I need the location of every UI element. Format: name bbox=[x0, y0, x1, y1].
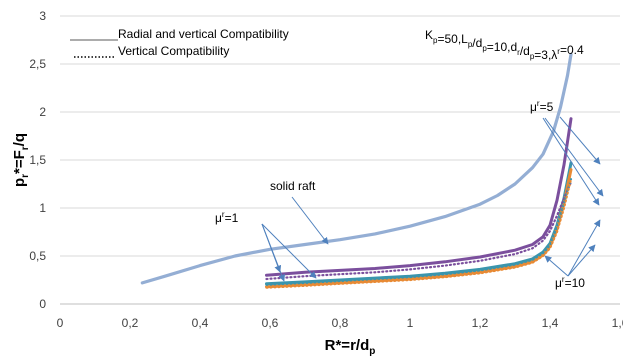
mu10-base: μ bbox=[555, 276, 562, 290]
param-script-1: p bbox=[468, 40, 473, 49]
param-script-2: p bbox=[482, 44, 487, 53]
param-part-5: =3,λ bbox=[534, 48, 557, 62]
y-axis-label-mid: *=F bbox=[11, 150, 28, 174]
mu5-sup: r bbox=[537, 99, 540, 108]
arrow-mu10-c bbox=[567, 244, 596, 277]
y-axis-label-sub1: r bbox=[20, 174, 31, 178]
y-axis-label-sub2: r bbox=[20, 146, 31, 150]
mu10-sup: r bbox=[562, 275, 565, 284]
series-line-1-solid bbox=[265, 117, 573, 277]
y-tick-label: 0 bbox=[39, 297, 46, 311]
y-tick-label: 2 bbox=[39, 105, 46, 119]
param-script-0: p bbox=[433, 36, 438, 45]
series-lines bbox=[140, 52, 573, 289]
mu1-base: μ bbox=[215, 211, 222, 225]
annotations: solid raft μr=1 μr=5 μr=10 bbox=[215, 99, 604, 290]
x-axis-label-sub: p bbox=[369, 346, 375, 357]
mu5-tail: =5 bbox=[540, 100, 554, 114]
annotation-mu5: μr=5 bbox=[530, 99, 554, 114]
arrow-mu1-c bbox=[261, 223, 285, 282]
param-script-3: r bbox=[517, 48, 520, 57]
y-tick-label: 1 bbox=[39, 201, 46, 215]
annotation-mu1: μr=1 bbox=[215, 210, 239, 225]
y-axis-label: pr*=Fr/q bbox=[11, 133, 31, 187]
arrow-mu5-a bbox=[559, 116, 601, 165]
x-tick-label: 0,2 bbox=[122, 316, 139, 330]
legend-label-solid: Radial and vertical Compatibility bbox=[118, 27, 289, 41]
gridlines bbox=[60, 15, 620, 257]
mu5-base: μ bbox=[530, 100, 537, 114]
y-tick-label: 0,5 bbox=[29, 249, 46, 263]
param-part-4: /d bbox=[520, 44, 530, 58]
mu1-sup: r bbox=[222, 210, 225, 219]
legend-label-dotted: Vertical Compatibility bbox=[118, 44, 229, 58]
x-tick-label: 0,8 bbox=[332, 316, 349, 330]
x-tick-label: 1,2 bbox=[472, 316, 489, 330]
x-tick-label: 0 bbox=[57, 316, 64, 330]
y-tick-label: 1,5 bbox=[29, 153, 46, 167]
y-tick-label: 2,5 bbox=[29, 57, 46, 71]
x-tick-label: 0,4 bbox=[192, 316, 209, 330]
y-axis-label-tail: /q bbox=[11, 133, 28, 146]
y-axis-label-base: p bbox=[11, 178, 28, 187]
param-script-4: p bbox=[530, 52, 535, 61]
arrow-mu5-c bbox=[542, 117, 600, 206]
param-script-5: r bbox=[557, 47, 560, 56]
x-tick-label: 1,6 bbox=[612, 316, 623, 330]
y-tick-label: 3 bbox=[39, 9, 46, 23]
arrow-mu5-b bbox=[544, 117, 604, 197]
mu1-tail: =1 bbox=[225, 211, 239, 225]
parameters-note: Kp=50,Lp/dp=10,dr/dp=3,λr=0.4 bbox=[425, 28, 584, 62]
x-tick-label: 1,4 bbox=[542, 316, 559, 330]
param-part-1: =50,L bbox=[437, 32, 468, 46]
param-part-0: K bbox=[425, 28, 433, 42]
mu10-tail: =10 bbox=[565, 276, 586, 290]
param-part-6: =0.4 bbox=[560, 43, 584, 57]
x-tick-label: 1 bbox=[407, 316, 414, 330]
param-part-3: =10,d bbox=[487, 40, 517, 54]
arrow-solid-raft bbox=[291, 196, 329, 245]
annotation-solid-raft: solid raft bbox=[270, 179, 316, 193]
legend: Radial and vertical Compatibility Vertic… bbox=[70, 27, 289, 58]
param-part-2: /d bbox=[472, 36, 482, 50]
series-line-6-dotted bbox=[265, 178, 573, 289]
axes: 0 0,5 1 1,5 2 2,5 3 0 0,2 0,4 0,6 0,8 1 1,2 1,4 1,6 bbox=[29, 9, 623, 330]
arrow-mu10-b bbox=[544, 255, 569, 277]
x-axis-label: R*=r/dp bbox=[325, 337, 376, 357]
x-tick-label: 0,6 bbox=[262, 316, 279, 330]
arrow-mu10-a bbox=[567, 219, 601, 277]
x-axis-label-base: R*=r/d bbox=[325, 337, 370, 354]
arrow-mu1-a bbox=[261, 223, 317, 279]
series-line-0-solid bbox=[140, 52, 573, 285]
series-line-5-dotted bbox=[265, 178, 573, 286]
series-line-4-dotted bbox=[265, 181, 573, 281]
annotation-mu10: μr=10 bbox=[555, 275, 585, 290]
